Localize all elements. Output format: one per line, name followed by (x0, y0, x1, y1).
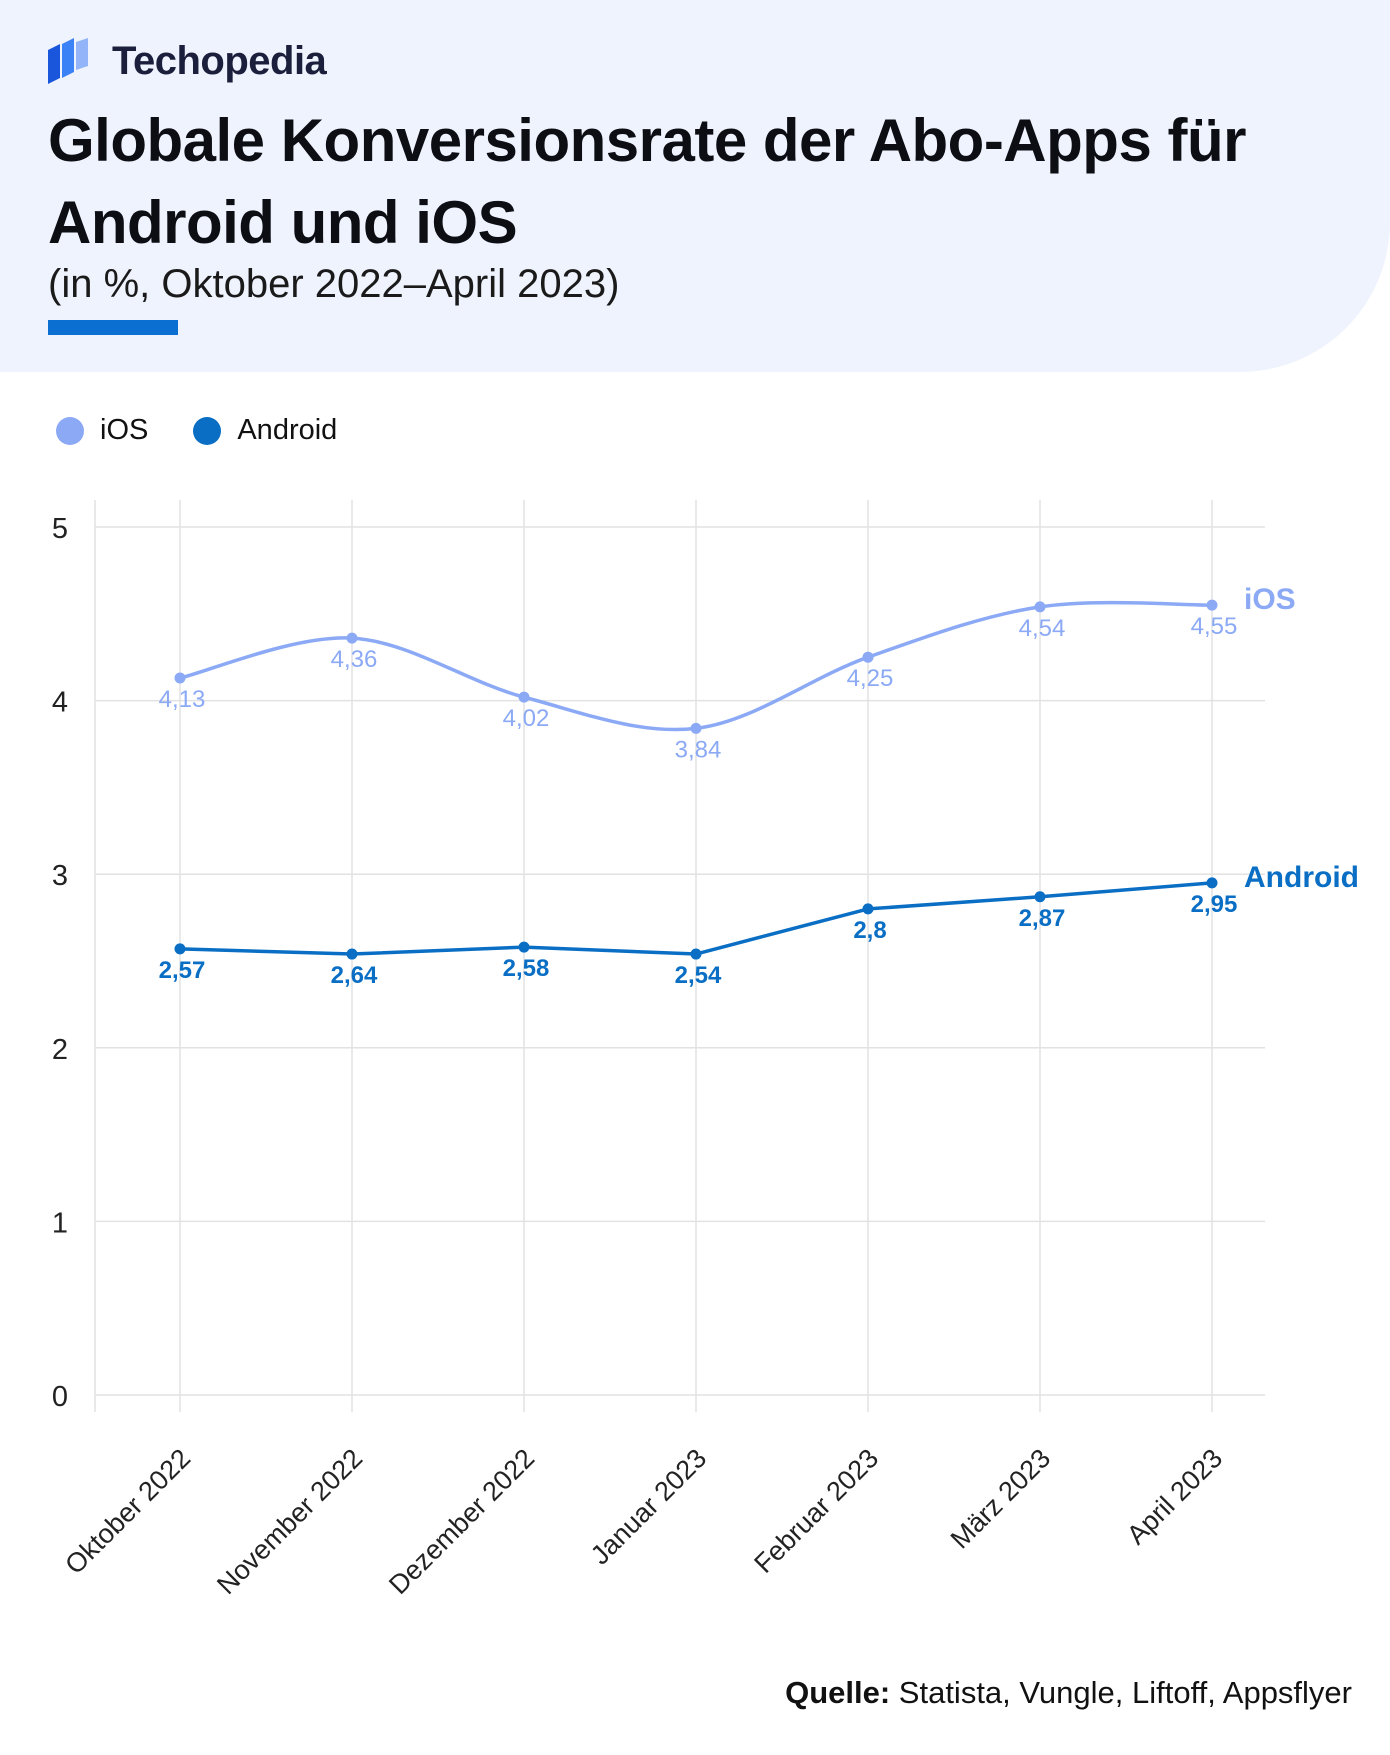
legend-label-ios: iOS (100, 414, 149, 446)
ios-data-label: 4,25 (847, 665, 894, 692)
android-data-label: 2,57 (159, 957, 206, 984)
y-tick-label: 3 (52, 860, 68, 892)
y-tick-label: 5 (52, 513, 68, 545)
source-text: Statista, Vungle, Liftoff, Appsflyer (890, 1675, 1352, 1710)
android-data-point (690, 948, 702, 960)
ios-data-point (174, 672, 186, 684)
ios-data-point (518, 691, 530, 703)
android-data-point (862, 903, 874, 915)
android-data-label: 2,95 (1191, 891, 1238, 918)
x-tick-label: Oktober 2022 (59, 1443, 196, 1580)
android-data-label: 2,64 (331, 962, 378, 989)
brand: Techopedia (48, 36, 327, 86)
android-data-point (174, 943, 186, 955)
legend-label-android: Android (237, 414, 338, 446)
header-panel: Techopedia Globale Konversionsrate der A… (0, 0, 1390, 372)
source-note: Quelle: Statista, Vungle, Liftoff, Appsf… (785, 1675, 1352, 1711)
page-subtitle: (in %, Oktober 2022–April 2023) (48, 262, 620, 306)
legend-marker-android (193, 416, 222, 445)
android-data-label: 2,54 (675, 962, 722, 989)
ios-data-label: 4,55 (1191, 613, 1238, 640)
y-tick-label: 2 (52, 1034, 68, 1066)
x-tick-label: Januar 2023 (585, 1443, 712, 1570)
ios-data-point (1034, 601, 1046, 613)
x-tick-label: März 2023 (945, 1443, 1056, 1554)
ios-data-point (862, 651, 874, 663)
android-data-point (1034, 891, 1046, 903)
ios-series-end-label: iOS (1244, 583, 1296, 616)
ios-data-label: 4,13 (159, 686, 206, 713)
ios-data-label: 3,84 (675, 736, 722, 763)
source-label: Quelle: (785, 1675, 891, 1710)
android-data-label: 2,58 (503, 955, 550, 982)
chart-legend: iOS Android (56, 414, 382, 447)
ios-data-point (346, 632, 358, 644)
legend-marker-ios (56, 416, 84, 445)
y-tick-label: 0 (52, 1381, 68, 1413)
android-series-end-label: Android (1244, 861, 1359, 894)
brand-name: Techopedia (112, 38, 327, 83)
y-tick-label: 1 (52, 1207, 68, 1239)
techopedia-logo-icon (48, 38, 88, 84)
android-data-point (1206, 877, 1218, 889)
legend-item-ios: iOS (56, 414, 148, 447)
x-tick-label: Februar 2023 (748, 1443, 884, 1579)
y-tick-label: 4 (52, 687, 68, 719)
ios-data-label: 4,54 (1019, 615, 1066, 642)
x-tick-label: Dezember 2022 (383, 1443, 540, 1600)
android-data-label: 2,87 (1019, 905, 1066, 932)
x-tick-label: April 2023 (1121, 1443, 1228, 1550)
android-data-point (346, 948, 358, 960)
android-data-point (518, 941, 530, 953)
x-tick-label: November 2022 (211, 1443, 368, 1600)
accent-bar (48, 320, 178, 335)
ios-data-point (690, 722, 702, 734)
ios-data-label: 4,36 (331, 646, 378, 673)
page-title: Globale Konversionsrate der Abo-Apps für… (48, 107, 1246, 256)
ios-data-point (1206, 599, 1218, 611)
ios-data-label: 4,02 (503, 705, 550, 732)
legend-item-android: Android (193, 414, 337, 447)
android-data-label: 2,8 (853, 917, 886, 944)
